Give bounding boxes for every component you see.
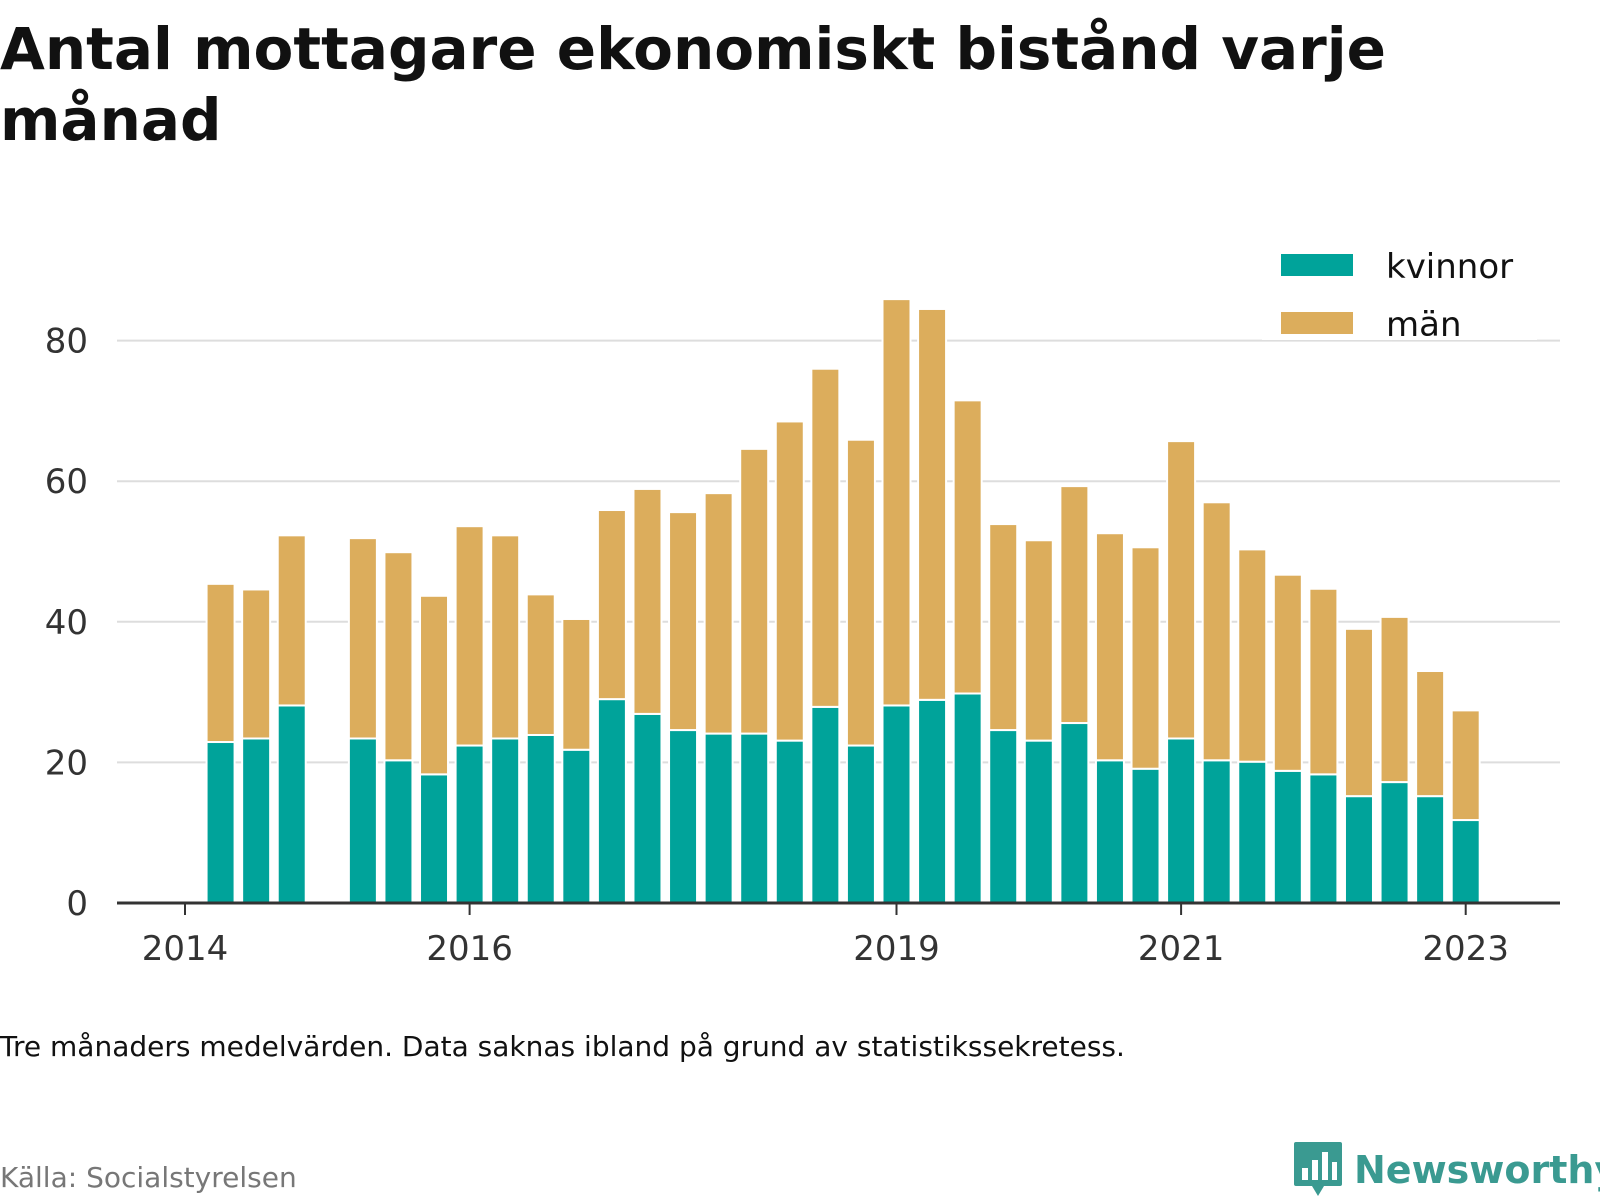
bar-kvinnor (490, 737, 521, 904)
bar-kvinnor (383, 759, 414, 905)
x-tick-label: 2021 (1138, 929, 1225, 969)
bar-man (739, 447, 770, 735)
bar-kvinnor (1415, 795, 1446, 904)
y-tick-label: 0 (66, 884, 88, 924)
bar-kvinnor (1166, 737, 1197, 904)
brand-logo: Newsworthy (1292, 1140, 1600, 1200)
bar-man (1343, 627, 1374, 798)
brand-name: Newsworthy (1354, 1148, 1600, 1192)
source-label: Källa: Socialstyrelsen (0, 1161, 297, 1194)
bar-man (205, 582, 236, 744)
bar-kvinnor (1059, 722, 1090, 904)
bar-man (774, 420, 805, 742)
bar-kvinnor (1130, 767, 1161, 904)
bar-man (383, 551, 414, 762)
bar-kvinnor (668, 729, 699, 905)
legend-label-man: män (1386, 305, 1462, 345)
bar-kvinnor (454, 744, 485, 905)
bar-man (276, 534, 307, 707)
x-tick-label: 2016 (426, 929, 513, 969)
bar-kvinnor (561, 748, 592, 904)
bar-kvinnor (988, 729, 1019, 905)
bar-man (1201, 501, 1232, 762)
stacked-bar-chart: 0 20 40 60 80 2014 2016 2019 2021 2023 kvinnor mä… (45, 245, 1560, 969)
bar-man (561, 617, 592, 751)
bar-kvinnor (703, 732, 734, 905)
bar-kvinnor (1379, 781, 1410, 904)
bar-kvinnor (952, 692, 983, 904)
bars (205, 298, 1481, 905)
chart-title: Antal mottagare ekonomiskt bistånd varje… (0, 15, 1386, 154)
bar-man (454, 525, 485, 747)
bar-kvinnor (419, 773, 450, 905)
bar-kvinnor (525, 733, 556, 904)
legend: kvinnor män (1262, 245, 1537, 345)
bar-kvinnor (1450, 819, 1481, 905)
bar-kvinnor (739, 732, 770, 905)
bar-man (347, 537, 378, 740)
bar-kvinnor (917, 698, 948, 905)
legend-swatch-kvinnor (1281, 254, 1353, 276)
bar-man (917, 307, 948, 701)
bar-man (490, 534, 521, 740)
bar-kvinnor (1094, 759, 1125, 905)
bar-man (952, 399, 983, 695)
bar-man (241, 588, 272, 740)
bar-man (988, 523, 1019, 732)
bar-kvinnor (845, 744, 876, 905)
bar-man (1130, 546, 1161, 770)
bar-kvinnor (347, 737, 378, 904)
bar-man (1094, 532, 1125, 762)
bar-kvinnor (241, 737, 272, 904)
bar-kvinnor (1023, 739, 1054, 904)
bar-kvinnor (1308, 773, 1339, 905)
bar-kvinnor (596, 698, 627, 904)
bar-man (1166, 440, 1197, 740)
bar-man (1272, 573, 1303, 772)
bar-kvinnor (774, 739, 805, 904)
bar-kvinnor (205, 741, 236, 904)
bar-man (525, 593, 556, 736)
bar-kvinnor (632, 712, 663, 904)
bar-man (1415, 670, 1446, 798)
y-tick-label: 40 (45, 603, 88, 643)
bar-man (596, 509, 627, 701)
bar-man (1379, 615, 1410, 784)
bar-man (881, 298, 912, 707)
y-tick-label: 80 (45, 322, 88, 362)
bar-kvinnor (276, 704, 307, 904)
bar-kvinnor (881, 704, 912, 904)
legend-swatch-man (1281, 312, 1353, 334)
bar-man (632, 487, 663, 715)
y-tick-label: 60 (45, 462, 88, 502)
bar-man (419, 594, 450, 776)
bar-kvinnor (810, 705, 841, 904)
bar-man (668, 511, 699, 732)
bar-kvinnor (1201, 759, 1232, 905)
y-tick-label: 20 (45, 743, 88, 783)
bar-man (1237, 548, 1268, 763)
bar-man (703, 492, 734, 735)
x-tick-label: 2019 (853, 929, 940, 969)
bar-kvinnor (1237, 760, 1268, 905)
bar-kvinnor (1272, 769, 1303, 904)
x-tick-label: 2014 (142, 929, 229, 969)
bar-chart-speech-bubble-icon (1294, 1142, 1342, 1196)
bar-kvinnor (1343, 795, 1374, 904)
legend-label-kvinnor: kvinnor (1386, 247, 1513, 287)
bar-man (810, 367, 841, 708)
bar-man (845, 438, 876, 747)
x-tick-label: 2023 (1422, 929, 1509, 969)
bar-man (1450, 709, 1481, 822)
chart-note: Tre månaders medelvärden. Data saknas ib… (0, 1030, 1125, 1063)
bar-man (1059, 485, 1090, 725)
axes: 0 20 40 60 80 2014 2016 2019 2021 2023 (45, 322, 1560, 969)
bar-man (1023, 539, 1054, 742)
bar-man (1308, 587, 1339, 776)
